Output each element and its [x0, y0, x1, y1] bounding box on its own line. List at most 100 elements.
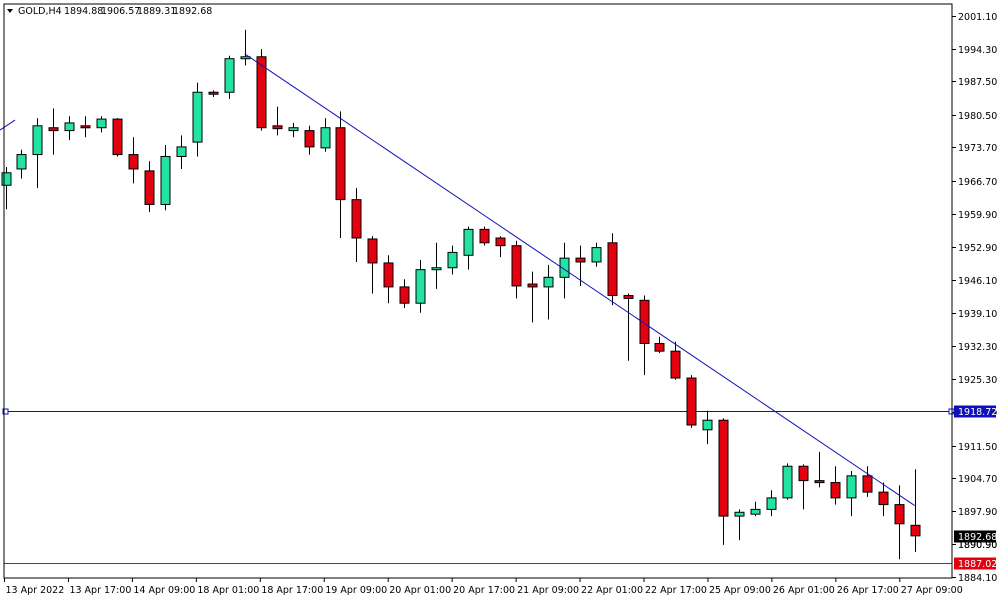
candle-24: [367, 236, 378, 294]
candle-50: [782, 463, 793, 500]
bullish-candle-body: [192, 91, 203, 143]
time-tick-label: 20 Apr 01:00: [389, 585, 451, 596]
symbol-label: GOLD,H4: [18, 6, 62, 17]
time-tick-label: 18 Apr 17:00: [261, 585, 323, 596]
time-tick-label: 26 Apr 17:00: [837, 585, 899, 596]
candle-32: [495, 236, 506, 258]
bearish-candle-body: [575, 257, 586, 263]
candle-41: [639, 295, 650, 376]
bearish-candle-body: [511, 245, 522, 287]
candle-12: [176, 135, 187, 169]
time-tick-label: 26 Apr 01:00: [773, 585, 835, 596]
price-tick-label: 1890.90: [958, 540, 997, 551]
bearish-candle-body: [830, 482, 841, 499]
candle-28: [431, 242, 442, 289]
candle-15: [224, 55, 235, 99]
candle-13: [192, 82, 203, 157]
bearish-candle-body: [623, 295, 634, 299]
bullish-candle-body: [32, 125, 43, 156]
bullish-candle-body: [176, 146, 187, 157]
descending-trendline[interactable]: [244, 53, 915, 506]
horizontal-lines-layer: [2, 408, 955, 564]
bullish-candle-body: [543, 276, 554, 288]
bearish-candle-body: [272, 125, 283, 130]
price-tick-label: 1911.50: [958, 442, 997, 453]
bearish-candle-body: [128, 154, 139, 170]
trendline-stub[interactable]: [0, 119, 16, 131]
bullish-candle-body: [463, 228, 474, 256]
line-handle-left[interactable]: [2, 408, 9, 415]
time-tick-label: 18 Apr 01:00: [197, 585, 259, 596]
price-axis[interactable]: 2001.10 1994.30 1987.50 1980.50 1973.70 1966.…: [952, 12, 997, 584]
time-tick-label: 27 Apr 09:00: [901, 585, 963, 596]
candle-2: [16, 149, 27, 179]
time-tick-label: 20 Apr 17:00: [453, 585, 515, 596]
bearish-candle-body: [351, 199, 362, 239]
candle-33: [511, 240, 522, 299]
price-tick-label: 1939.10: [958, 309, 997, 320]
bullish-candle-body: [846, 475, 857, 499]
price-tick-label: 1904.70: [958, 474, 997, 485]
level-price-label-2: 1887.02: [958, 559, 997, 570]
bearish-candle-body: [686, 377, 697, 426]
level-price-label-1: 1918.72: [958, 407, 997, 418]
bearish-candle-body: [894, 504, 905, 525]
bearish-candle-body: [878, 491, 889, 506]
candle-5: [64, 116, 75, 141]
level-price-badge-1: [954, 405, 996, 418]
price-tick-label: 1952.90: [958, 243, 997, 254]
candle-34: [527, 271, 538, 323]
bearish-candle-body: [718, 419, 729, 517]
ohlc-low: 1889.31: [137, 6, 176, 17]
candle-18: [272, 106, 283, 136]
candle-19: [288, 122, 299, 138]
candle-45: [702, 410, 713, 445]
candle-31: [479, 226, 490, 246]
candle-27: [415, 260, 426, 313]
ohlc-high: 1906.57: [101, 6, 140, 17]
candle-25: [383, 255, 394, 304]
candle-49: [766, 490, 777, 517]
candle-23: [351, 188, 362, 262]
bearish-candle-body: [639, 299, 650, 344]
bullish-candle-body: [702, 419, 713, 431]
price-tick-label: 1980.50: [958, 111, 997, 122]
dropdown-triangle-icon[interactable]: [7, 9, 13, 13]
ohlc-close: 1892.68: [173, 6, 212, 17]
bullish-candle-body: [224, 58, 235, 93]
bullish-candle-body: [766, 497, 777, 510]
candle-48: [750, 501, 761, 517]
bullish-candle-body: [16, 154, 27, 170]
candle-37: [575, 245, 586, 286]
candle-29: [447, 245, 458, 275]
bullish-candle-body: [160, 155, 171, 205]
ohlc-open: 1894.88: [64, 6, 103, 17]
candle-55: [862, 466, 873, 497]
candle-40: [623, 293, 634, 361]
candle-38: [591, 242, 602, 267]
bullish-candle-body: [1, 172, 12, 186]
candles-layer: [1, 29, 921, 560]
bearish-candle-body: [862, 475, 873, 493]
bullish-candle-body: [64, 122, 75, 132]
price-tick-label: 2001.10: [958, 12, 997, 23]
bullish-candle-body: [320, 127, 331, 149]
bearish-candle-body: [670, 350, 681, 379]
bearish-candle-body: [383, 262, 394, 288]
price-tick-label: 1884.10: [958, 573, 997, 584]
candle-36: [559, 242, 570, 299]
time-tick-label: 25 Apr 09:00: [709, 585, 771, 596]
bullish-candle-body: [750, 508, 761, 515]
price-tick-label: 1973.70: [958, 143, 997, 154]
candle-46: [718, 418, 729, 545]
price-tick-label: 1987.50: [958, 77, 997, 88]
candle-7: [96, 116, 107, 133]
candle-9: [128, 137, 139, 184]
candle-1: [1, 167, 12, 210]
candle-39: [607, 233, 618, 306]
symbol-header: GOLD,H4 1894.88 1906.57 1889.31 1892.68: [7, 6, 212, 17]
time-axis[interactable]: 13 Apr 2022 13 Apr 17:00 14 Apr 09:00 18 Ap…: [4, 578, 963, 596]
bullish-candle-body: [591, 247, 602, 263]
